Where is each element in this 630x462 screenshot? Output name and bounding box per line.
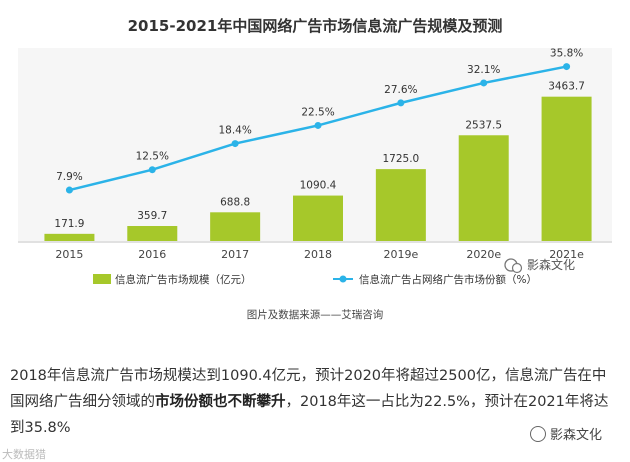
bar-value-label: 2537.5 <box>465 119 502 131</box>
source-caption: 图片及数据来源——艾瑞咨询 <box>247 308 384 321</box>
legend: 信息流广告市场规模（亿元） 信息流广告占网络广告市场份额（%） <box>93 273 537 286</box>
share-value-label: 22.5% <box>301 106 334 118</box>
x-tick-label: 2016 <box>138 248 166 261</box>
bar-2015 <box>44 233 95 241</box>
x-tick-label: 2018 <box>304 248 332 261</box>
legend-line-label: 信息流广告占网络广告市场份额（%） <box>359 273 537 286</box>
share-value-label: 27.6% <box>384 84 417 96</box>
legend-line-marker <box>339 275 347 283</box>
bar-value-label: 171.9 <box>54 218 84 230</box>
bars-group: 171.9 359.7 688.8 1090.4 1725.0 2537.5 3463.7 <box>44 81 592 241</box>
chart-title: 2015-2021年中国网络广告市场信息流广告规模及预测 <box>128 17 503 35</box>
watermark-bottom-text: 影森文化 <box>550 428 603 443</box>
watermark-bottom: 影森文化 <box>530 424 603 443</box>
x-tick-label: 2019e <box>383 248 418 261</box>
bar-value-label: 1090.4 <box>300 180 337 192</box>
watermark-corner: 大数据猎 <box>2 448 46 461</box>
bar-2016 <box>127 226 178 241</box>
x-tick-labels: 2015 2016 2017 2018 2019e 2020e 2021e <box>55 248 584 261</box>
bar-value-label: 3463.7 <box>548 81 585 93</box>
watermark: 影森文化 <box>504 257 575 274</box>
chart: 2015-2021年中国网络广告市场信息流广告规模及预测 171.9 359.7 6… <box>18 17 612 321</box>
paragraph-bold: 市场份额也不断攀升 <box>155 394 286 410</box>
wechat-icon-small <box>511 262 523 274</box>
bar-2020e <box>458 135 509 241</box>
share-point-2016 <box>148 166 156 174</box>
share-value-label: 7.9% <box>56 171 83 183</box>
share-value-label: 12.5% <box>136 151 169 163</box>
bar-2017 <box>210 212 261 241</box>
legend-bar-swatch <box>93 274 111 284</box>
line-group: 7.9% 12.5% 18.4% 22.5% 27.6% 32.1% 35.8% <box>56 48 583 194</box>
description-paragraph: 2018年信息流广告市场规模达到1090.4亿元，预计2020年将超过2500亿… <box>10 363 620 441</box>
bar-value-label: 359.7 <box>137 210 167 222</box>
share-point-2020e <box>480 79 488 87</box>
bar-value-label: 1725.0 <box>382 153 419 165</box>
legend-bar-label: 信息流广告市场规模（亿元） <box>115 273 252 286</box>
share-point-2017 <box>231 140 239 148</box>
x-tick-label: 2017 <box>221 248 249 261</box>
x-tick-label: 2015 <box>55 248 83 261</box>
share-point-2015 <box>65 186 73 194</box>
bar-value-label: 688.8 <box>220 196 250 208</box>
share-point-2019e <box>397 99 405 107</box>
bar-2018 <box>293 195 343 241</box>
x-tick-label: 2020e <box>466 248 501 261</box>
paragraph-part1: 2018年信息流广告市场规模达到1090.4亿元，预计2020年将超过2500亿… <box>10 368 607 410</box>
share-value-label: 18.4% <box>218 125 251 137</box>
x-tick-label: 2021e <box>549 248 584 261</box>
wechat-icon <box>530 425 546 442</box>
bar-2019e <box>375 169 426 241</box>
bar-2021e <box>541 96 592 241</box>
share-point-2021e <box>563 63 571 71</box>
share-value-label: 35.8% <box>550 48 583 60</box>
share-value-label: 32.1% <box>467 64 500 76</box>
share-point-2018 <box>314 121 322 129</box>
watermark-text: 影森文化 <box>527 257 575 272</box>
paragraph-part2: ，2018年这一占比为22.5%，预计在2021年将达到35.8% <box>10 394 609 436</box>
